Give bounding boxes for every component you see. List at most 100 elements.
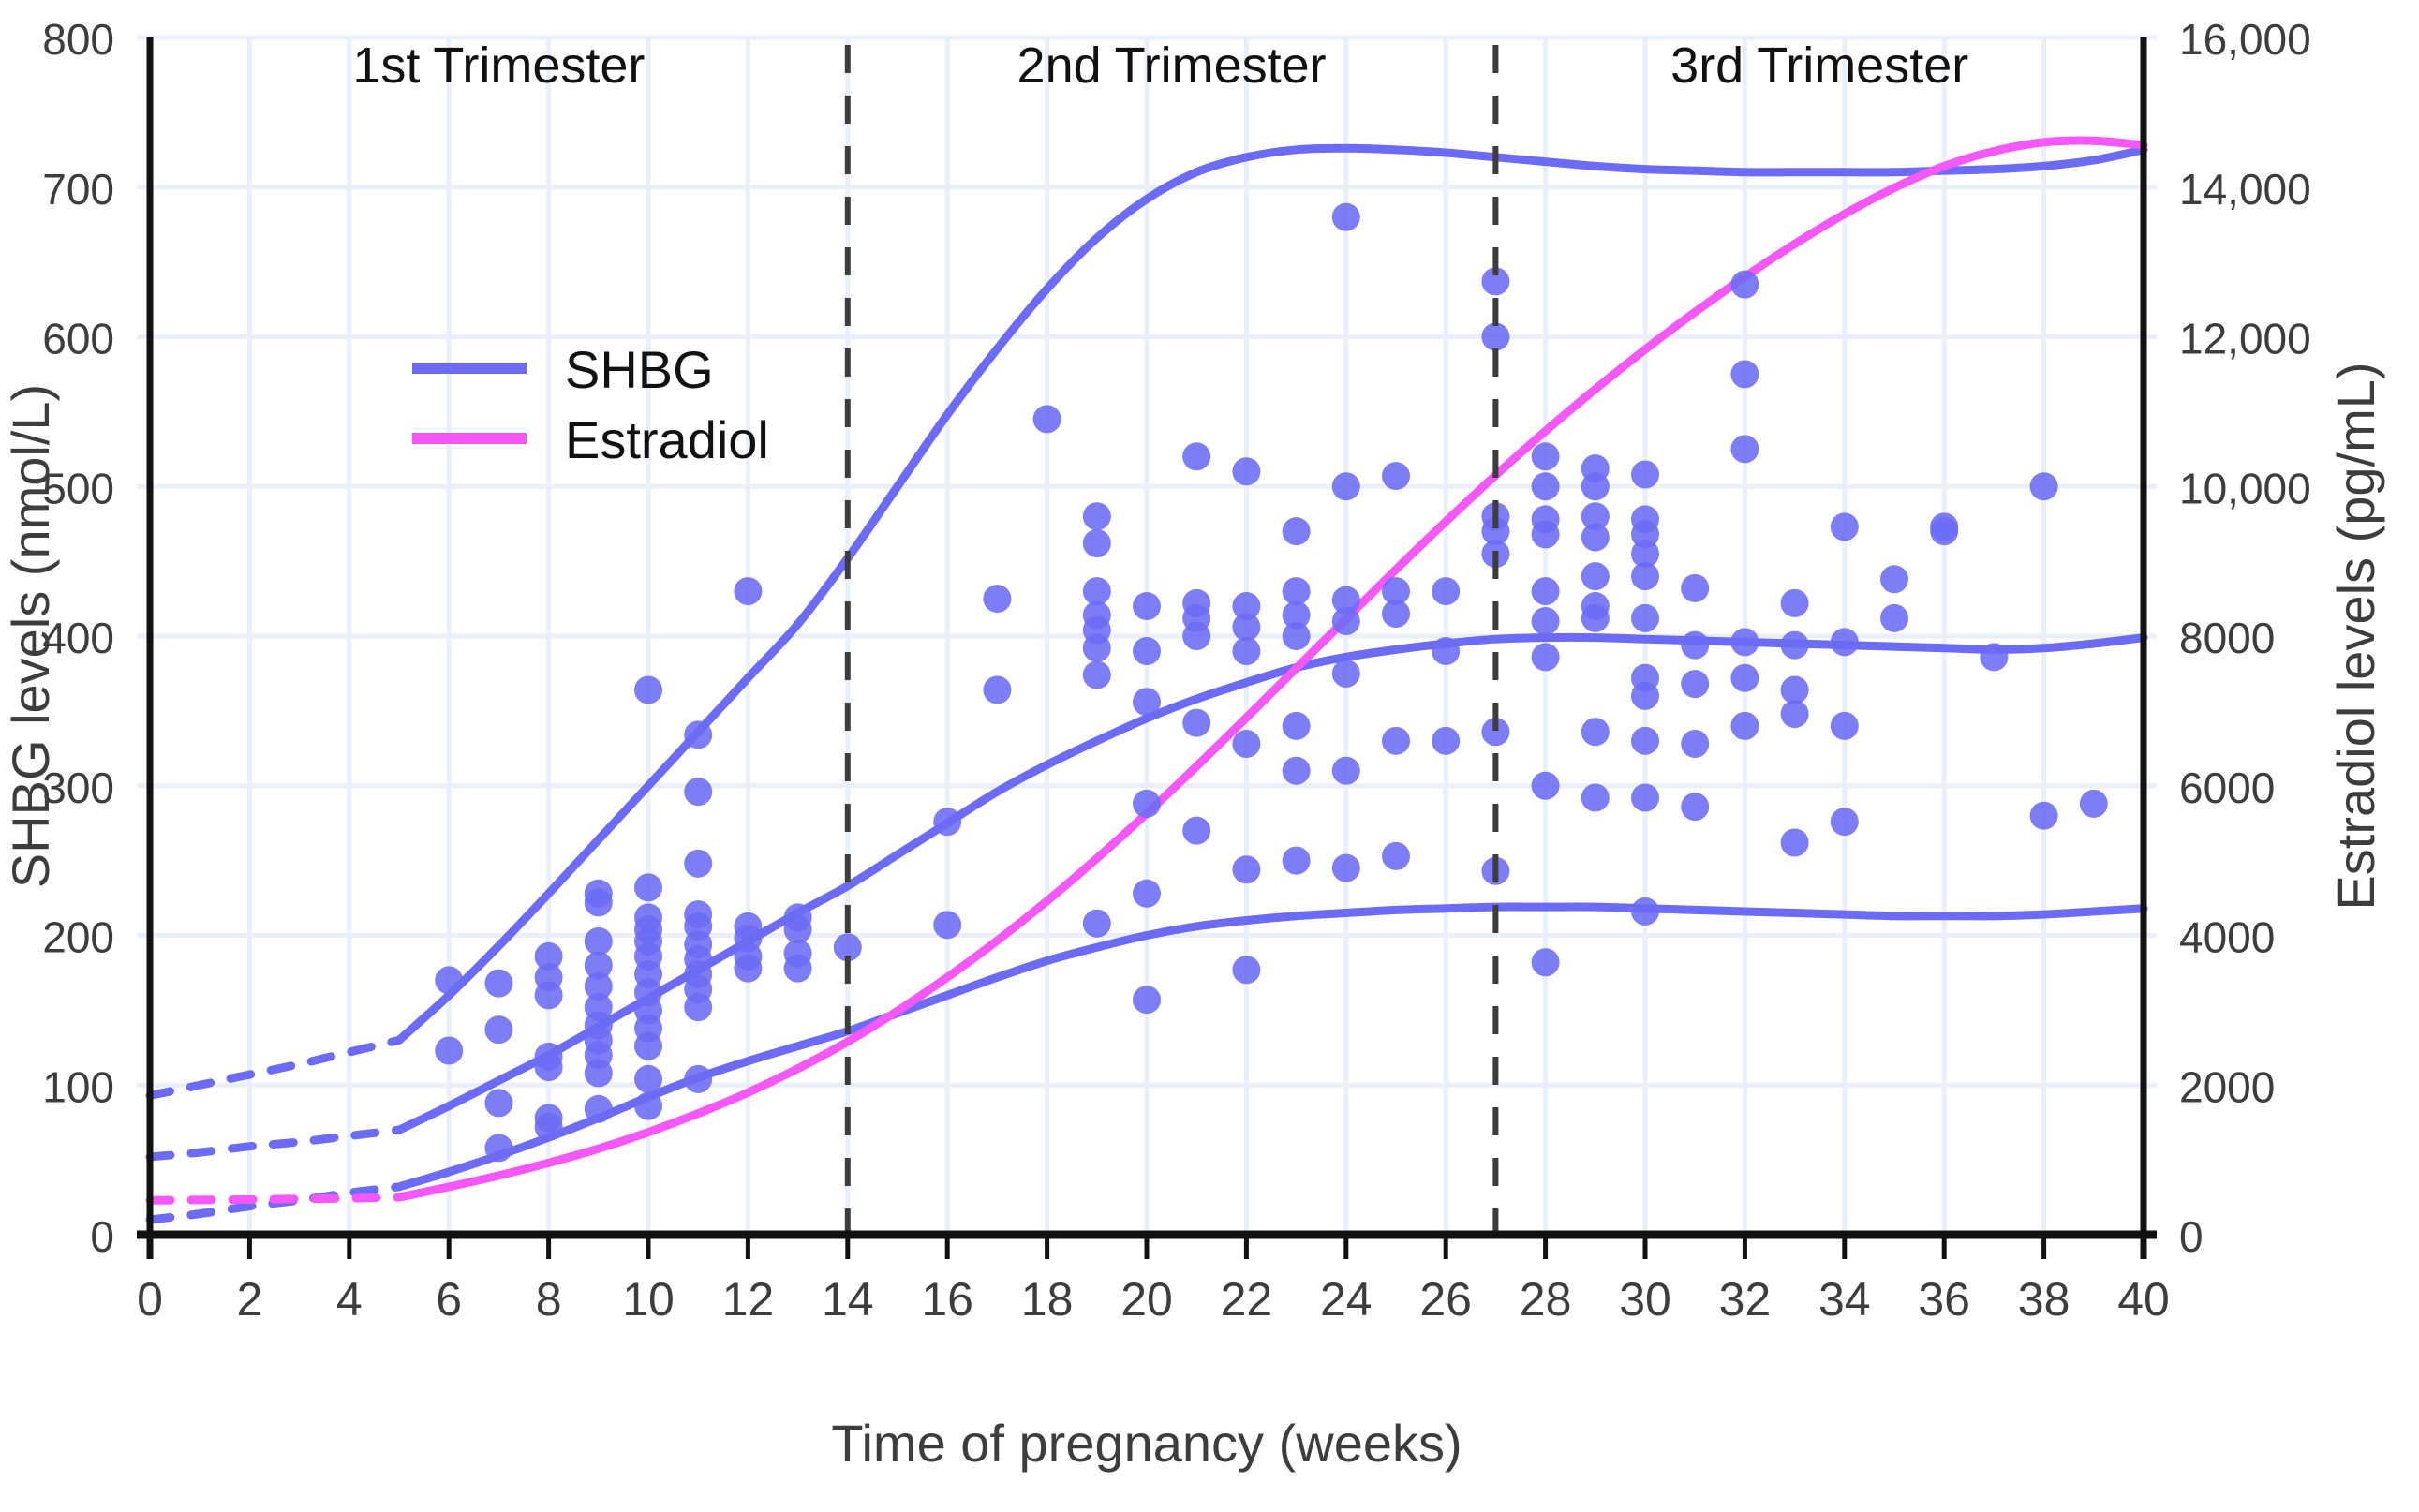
- y-axis-left-tick-label: 100: [42, 1062, 114, 1111]
- scatter-point: [534, 941, 563, 971]
- y-axis-right-tick-label: 6000: [2179, 763, 2275, 812]
- scatter-point: [1780, 700, 1809, 729]
- scatter-point: [1382, 841, 1410, 870]
- scatter-point: [584, 888, 613, 917]
- scatter-point: [1531, 771, 1560, 800]
- scatter-point: [435, 1036, 464, 1065]
- scatter-point: [1780, 675, 1809, 704]
- y-axis-left-tick-label: 200: [42, 913, 114, 962]
- scatter-point: [584, 926, 613, 956]
- x-axis-tick-label: 10: [622, 1273, 675, 1326]
- scatter-point: [1830, 711, 1859, 740]
- x-axis-tick-label: 8: [536, 1273, 562, 1326]
- scatter-point: [1481, 718, 1510, 747]
- scatter-point: [1082, 633, 1111, 662]
- scatter-point: [1531, 520, 1560, 549]
- legend-label-shbg: SHBG: [565, 340, 714, 399]
- scatter-point: [684, 993, 713, 1022]
- x-axis-tick-label: 24: [1320, 1273, 1373, 1326]
- series-line-shbg-median-extrapolated: [145, 1125, 404, 1162]
- scatter-point: [1182, 708, 1211, 737]
- y-axis-right-title: Estradiol levels (pg/mL): [2326, 362, 2385, 910]
- x-axis-title: Time of pregnancy (weeks): [831, 1414, 1462, 1473]
- y-axis-right-tick-label: 10,000: [2179, 464, 2311, 512]
- scatter-point: [684, 720, 713, 749]
- scatter-point: [1830, 628, 1859, 657]
- scatter-point: [1432, 636, 1461, 665]
- scatter-point: [1581, 718, 1610, 747]
- scatter-point: [1133, 789, 1161, 818]
- scatter-point: [634, 873, 662, 902]
- scatter-point: [2029, 472, 2058, 501]
- scatter-point: [933, 808, 962, 837]
- scatter-point: [1730, 628, 1759, 657]
- scatter-point: [983, 585, 1012, 614]
- x-axis-tick-label: 4: [336, 1273, 363, 1326]
- scatter-point: [684, 849, 713, 878]
- scatter-point: [1631, 520, 1659, 549]
- scatter-point: [1232, 855, 1261, 884]
- scatter-point: [1631, 897, 1659, 926]
- scatter-point: [2029, 801, 2058, 830]
- scatter-point: [1133, 636, 1161, 665]
- x-axis-tick-label: 6: [436, 1273, 462, 1326]
- scatter-point: [1082, 528, 1111, 557]
- scatter-point: [1331, 853, 1360, 882]
- scatter-point: [1531, 577, 1560, 606]
- scatter-point: [1730, 435, 1759, 464]
- scatter-point: [1331, 659, 1360, 688]
- scatter-point: [783, 915, 812, 944]
- scatter-point: [1780, 588, 1809, 617]
- scatter-point: [584, 1094, 613, 1123]
- scatter-point: [1331, 472, 1360, 501]
- scatter-point: [1730, 360, 1759, 389]
- scatter-point: [1531, 643, 1560, 672]
- scatter-point: [1481, 322, 1510, 351]
- scatter-point: [1232, 730, 1261, 759]
- scatter-point: [734, 954, 763, 983]
- scatter-point: [1331, 607, 1360, 636]
- scatter-point: [1232, 457, 1261, 486]
- scatter-point: [1631, 460, 1659, 489]
- scatter-point: [1531, 472, 1560, 501]
- x-axis-tick-label: 36: [1918, 1273, 1970, 1326]
- trimester-label: 2nd Trimester: [1017, 37, 1327, 94]
- scatter-point: [933, 911, 962, 940]
- y-axis-right-tick-label: 16,000: [2179, 15, 2311, 64]
- scatter-point: [1631, 681, 1659, 710]
- scatter-point: [435, 966, 464, 995]
- scatter-point: [1282, 756, 1311, 785]
- scatter-point: [1133, 879, 1161, 908]
- scatter-point: [1880, 565, 1908, 594]
- scatter-point: [1531, 948, 1560, 977]
- scatter-point: [584, 1059, 613, 1088]
- trimester-label: 1st Trimester: [352, 37, 645, 94]
- scatter-point: [1133, 986, 1161, 1015]
- scatter-point: [1830, 808, 1859, 837]
- scatter-point: [634, 675, 662, 704]
- scatter-point: [833, 933, 862, 962]
- scatter-point: [1681, 630, 1710, 660]
- x-axis-tick-label: 22: [1221, 1273, 1273, 1326]
- y-axis-left-tick-label: 0: [90, 1212, 114, 1261]
- scatter-point: [484, 1134, 513, 1163]
- x-axis-tick-label: 12: [722, 1273, 775, 1326]
- scatter-point: [584, 971, 613, 1001]
- y-axis-left-title: SHBG levels (nmol/L): [1, 384, 60, 888]
- y-axis-left-tick-label: 700: [42, 165, 114, 214]
- scatter-point: [1331, 202, 1360, 231]
- series-line-shbg-upper-percentile-extrapolated: [145, 1035, 404, 1100]
- scatter-point: [1980, 643, 2009, 672]
- scatter-point: [1282, 517, 1311, 546]
- scatter-point: [1581, 603, 1610, 632]
- scatter-point: [1581, 472, 1610, 501]
- scatter-point: [1182, 816, 1211, 845]
- scatter-point: [1182, 442, 1211, 471]
- scatter-point: [1531, 442, 1560, 471]
- x-axis-tick-label: 14: [822, 1273, 874, 1326]
- x-axis-tick-label: 20: [1120, 1273, 1173, 1326]
- scatter-point: [1531, 607, 1560, 636]
- scatter-point: [1730, 711, 1759, 740]
- scatter-point: [584, 951, 613, 980]
